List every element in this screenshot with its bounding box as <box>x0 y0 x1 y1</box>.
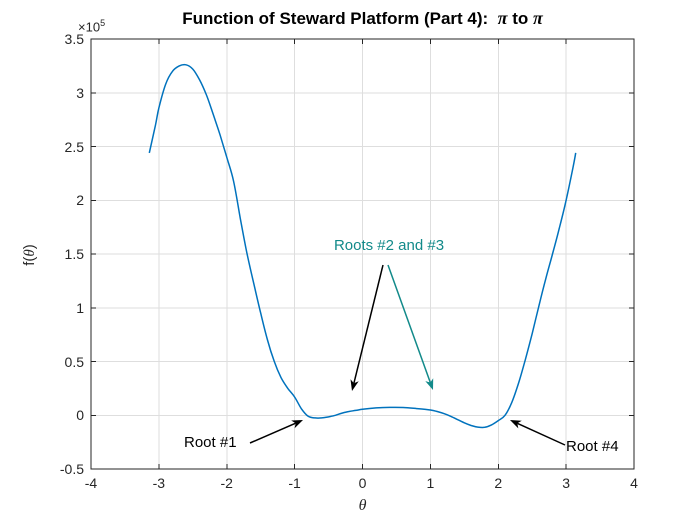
x-tick-label: 4 <box>630 475 638 491</box>
y-tick-label: 1.5 <box>64 246 84 262</box>
x-tick-label: 0 <box>358 475 367 491</box>
arrow-roots-3-line <box>387 264 431 383</box>
x-axis-label: θ <box>358 497 367 514</box>
y-axis-exponent-label: ×105 <box>78 18 105 34</box>
x-tick-label: 1 <box>426 475 435 491</box>
plot-title-middle: to <box>507 9 533 28</box>
x-tick-label: -3 <box>152 475 166 491</box>
y-tick-label: 0 <box>76 407 84 424</box>
arrow-root-1-head <box>291 420 303 429</box>
x-tick-label: 3 <box>562 475 571 491</box>
arrow-root-4-head <box>510 420 522 429</box>
arrow-root-4-line <box>516 422 566 446</box>
y-tick-label: 3.5 <box>64 31 84 47</box>
annotation-root-1: Root #1 <box>184 434 237 451</box>
arrow-root-1-line <box>249 422 296 444</box>
annotation-root-4: Root #4 <box>566 438 619 455</box>
arrow-roots-2-head <box>350 379 359 391</box>
pi-symbol: π <box>497 8 508 28</box>
y-tick-label: 0.5 <box>64 353 84 370</box>
pi-symbol: π <box>532 8 543 28</box>
plot-title-text: Function of Steward Platform (Part 4): <box>182 9 498 28</box>
y-tick-label: 3 <box>76 84 84 101</box>
x-tick-label: -4 <box>84 475 98 491</box>
function-curve <box>148 63 577 429</box>
x-tick-label: -2 <box>220 475 233 491</box>
x-tick-label: 2 <box>494 475 503 491</box>
y-tick-label: -0.5 <box>59 461 84 477</box>
plot-title: Function of Steward Platform (Part 4): π… <box>91 8 634 29</box>
y-tick-label: 2 <box>76 192 84 209</box>
exponent-value: 5 <box>100 18 106 28</box>
exponent-base: ×10 <box>78 19 101 35</box>
arrow-roots-3-head <box>425 378 434 390</box>
y-tick-label: 1 <box>76 299 84 316</box>
y-tick-label: 2.5 <box>64 138 84 155</box>
arrow-roots-2-line <box>353 264 384 384</box>
x-tick-label: -1 <box>288 475 301 491</box>
annotation-roots-2-3: Roots #2 and #3 <box>333 237 445 254</box>
